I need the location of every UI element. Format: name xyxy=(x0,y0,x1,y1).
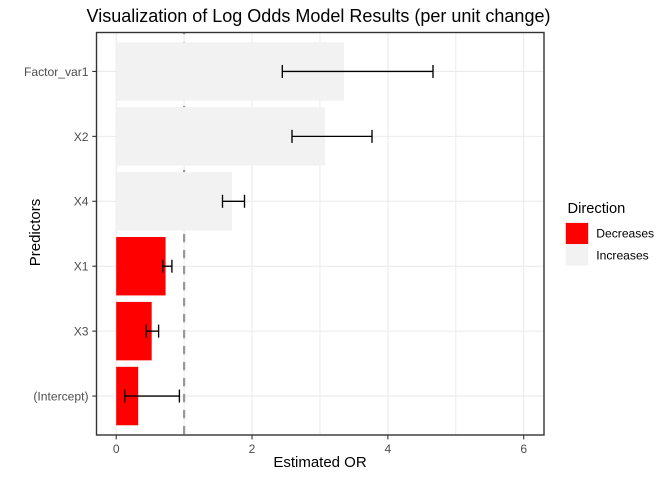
svg-text:Predictors: Predictors xyxy=(27,199,44,267)
svg-text:Decreases: Decreases xyxy=(596,227,654,241)
svg-text:6: 6 xyxy=(520,442,527,456)
svg-text:X2: X2 xyxy=(74,130,89,144)
svg-text:Estimated OR: Estimated OR xyxy=(273,454,367,471)
svg-text:(Intercept): (Intercept) xyxy=(33,389,88,403)
svg-text:2: 2 xyxy=(249,442,256,456)
svg-text:Factor_var1: Factor_var1 xyxy=(24,65,89,79)
svg-text:4: 4 xyxy=(385,442,392,456)
svg-text:Direction: Direction xyxy=(568,201,626,217)
svg-text:Visualization of Log Odds Mode: Visualization of Log Odds Model Results … xyxy=(87,6,551,26)
svg-text:0: 0 xyxy=(113,442,120,456)
svg-text:Increases: Increases xyxy=(596,249,648,263)
svg-text:X4: X4 xyxy=(74,195,89,209)
svg-text:X3: X3 xyxy=(74,325,89,339)
svg-text:X1: X1 xyxy=(74,260,89,274)
